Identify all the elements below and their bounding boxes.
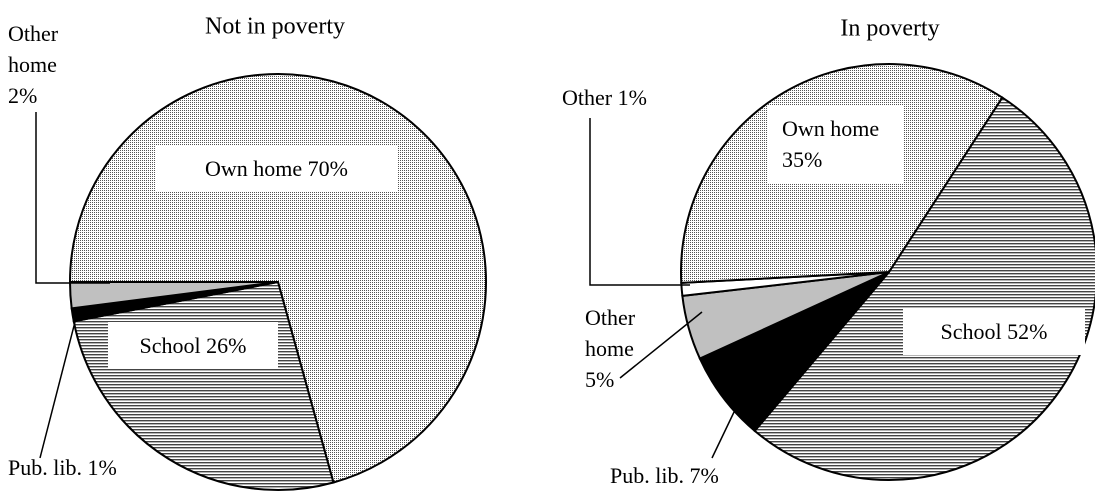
value-label: 70%	[307, 156, 348, 181]
slice-label: Own home 70%	[155, 145, 398, 192]
category-label: Own home	[205, 156, 303, 181]
slice-label: Pub. lib. 7%	[610, 460, 810, 491]
slice-label: Other home 5%	[585, 302, 655, 395]
leader-line	[589, 118, 690, 286]
leader-line	[35, 112, 110, 284]
value-label: 2%	[8, 83, 38, 108]
category-label: School	[940, 319, 1002, 344]
category-label: Other home	[585, 305, 636, 361]
slice-label: Other 1%	[562, 82, 762, 113]
value-label: 52%	[1007, 319, 1048, 344]
category-label: Pub. lib.	[610, 463, 684, 488]
pie-slice	[753, 96, 1095, 481]
value-label: 7%	[689, 463, 719, 488]
slice-label: Own home 35%	[768, 105, 903, 183]
category-label: Pub. lib.	[8, 455, 82, 480]
slice-label: School 26%	[108, 322, 278, 369]
chart-title: In poverty	[840, 16, 939, 42]
slice-label: Other home 2%	[8, 18, 68, 111]
category-label: Other	[562, 85, 613, 110]
value-label: 5%	[585, 367, 615, 392]
slice-label: Pub. lib. 1%	[8, 452, 208, 483]
category-label: School	[139, 333, 201, 358]
value-label: 1%	[617, 85, 647, 110]
leader-line	[711, 409, 736, 459]
pie-slice	[68, 281, 279, 310]
value-label: 1%	[87, 455, 117, 480]
leader-line	[619, 311, 703, 379]
value-label: 26%	[206, 333, 247, 358]
chart-title: Not in poverty	[205, 14, 345, 40]
value-label: 35%	[782, 147, 823, 172]
slice-label: School 52%	[903, 308, 1085, 355]
leader-line	[39, 317, 77, 459]
category-label: Other home	[8, 21, 59, 77]
category-label: Own home	[782, 116, 880, 141]
